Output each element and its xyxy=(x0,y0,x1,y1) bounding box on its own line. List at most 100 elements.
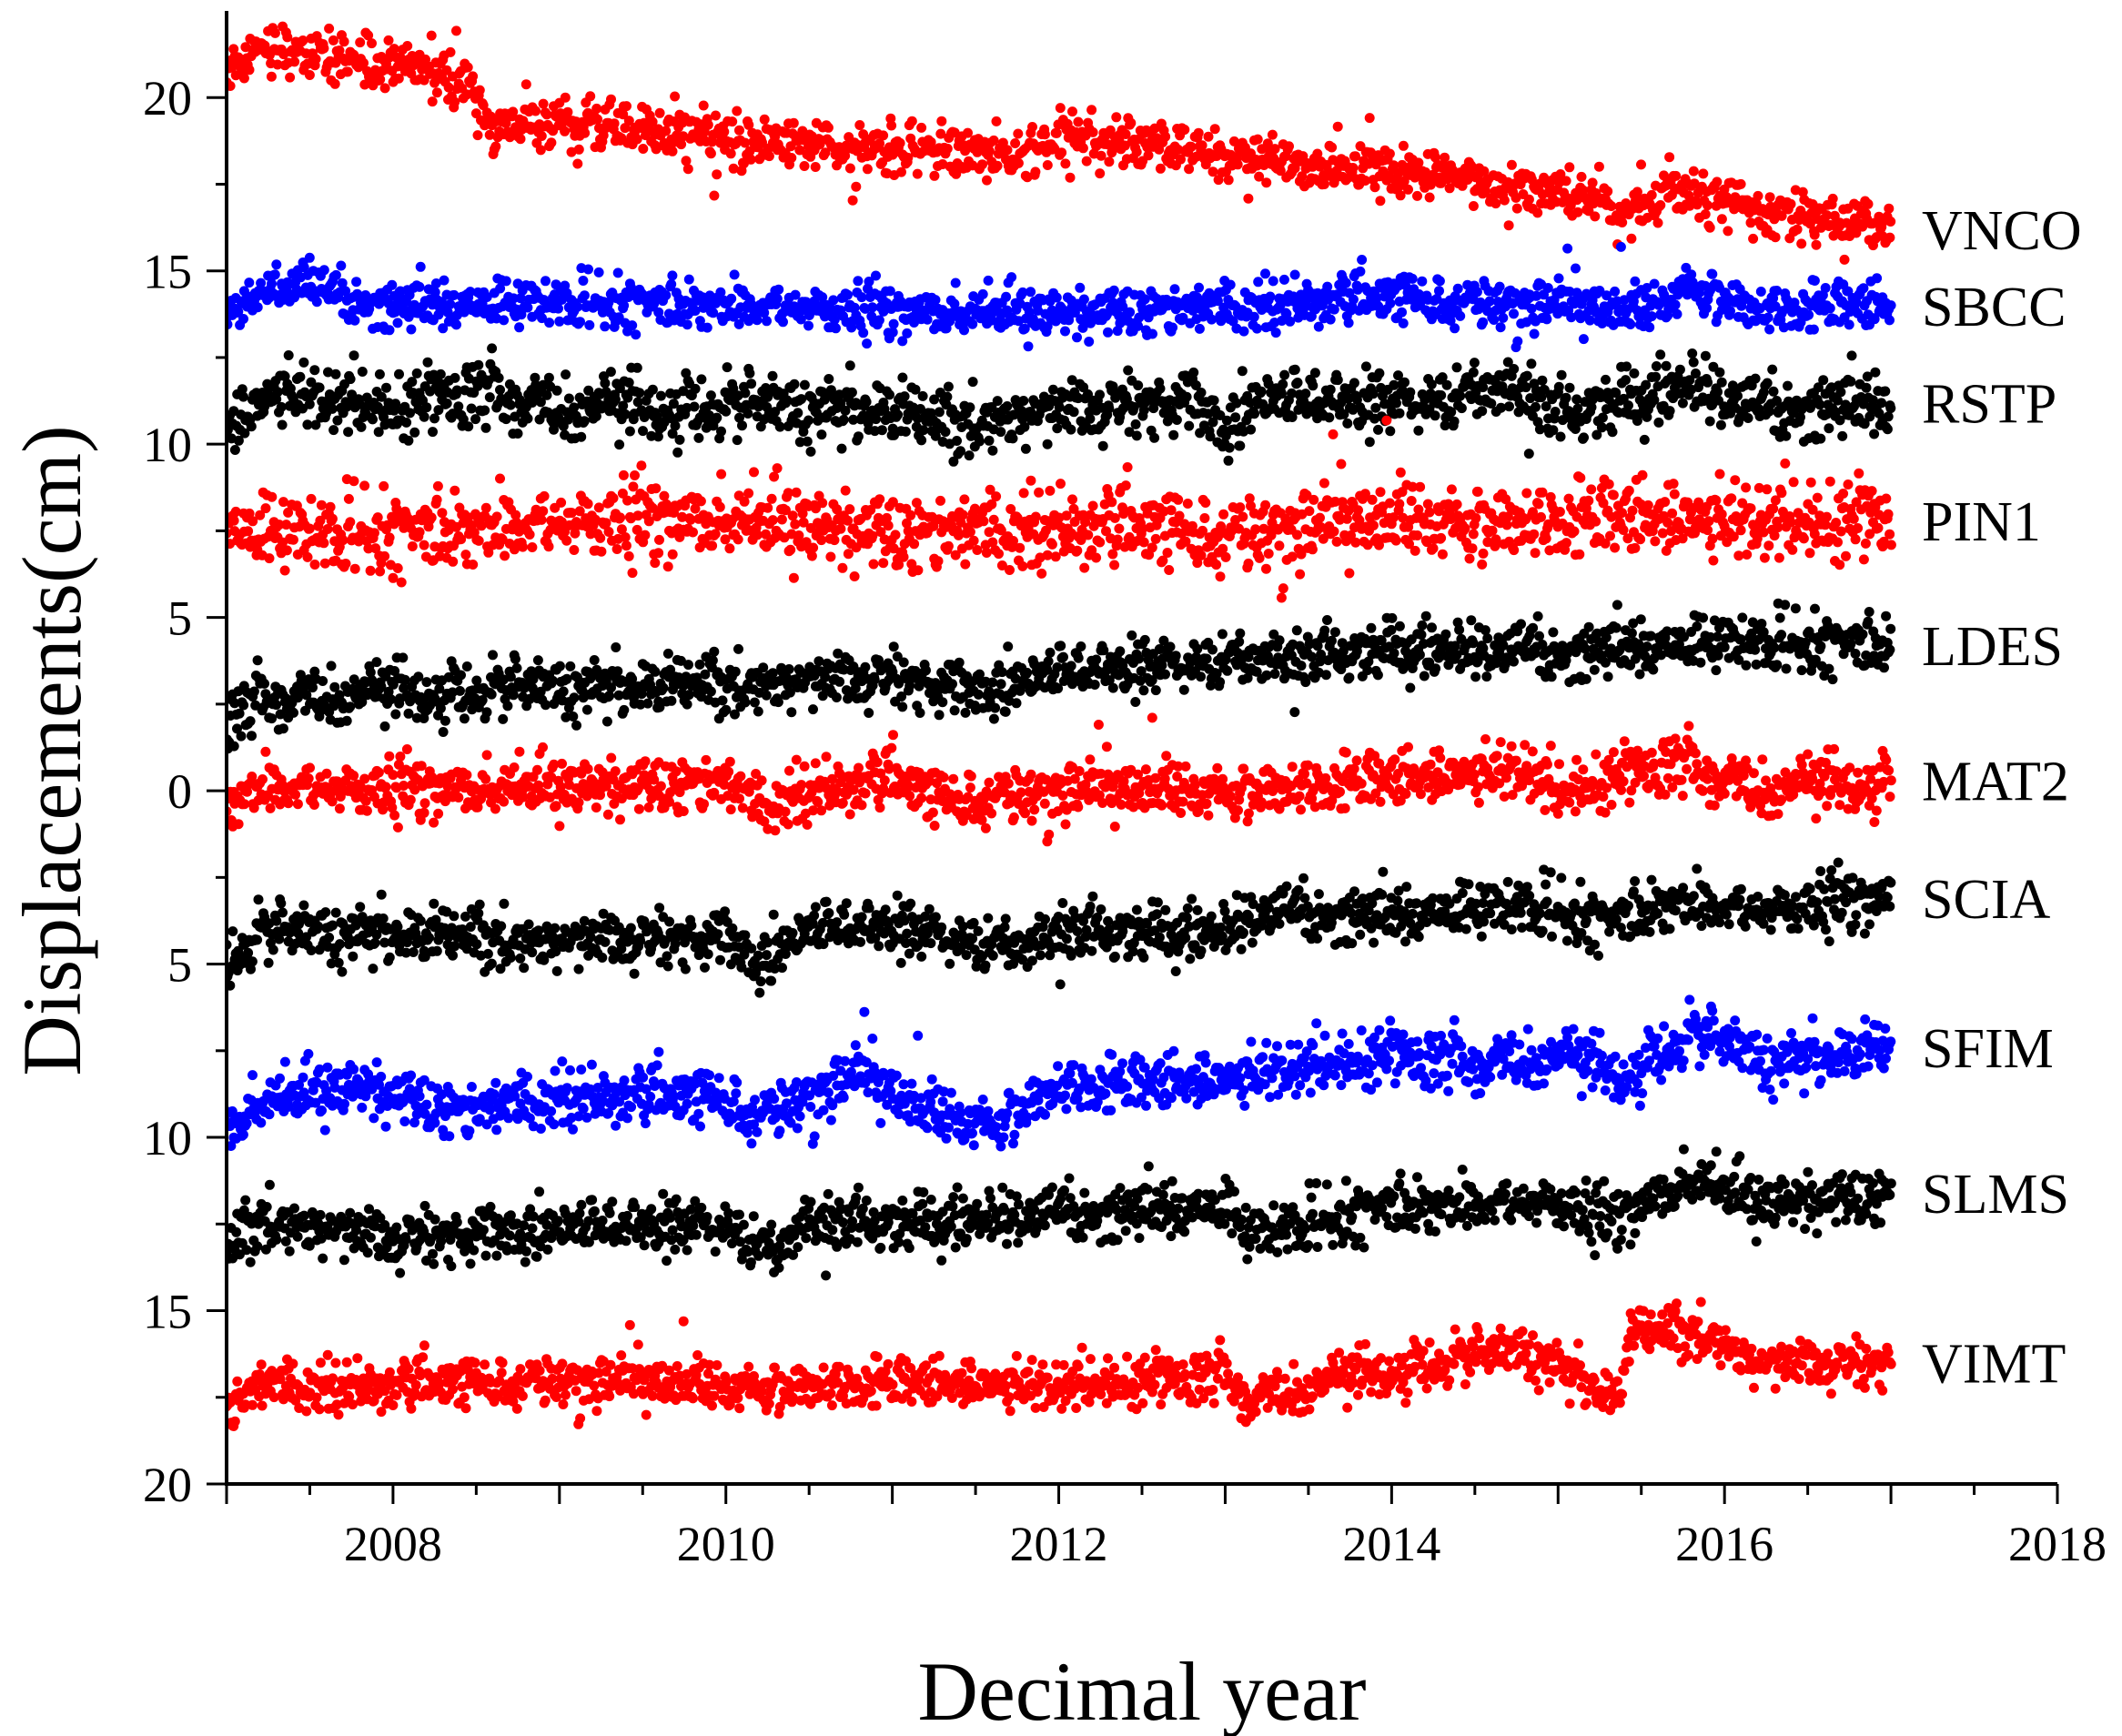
data-point xyxy=(1350,151,1360,162)
data-point xyxy=(329,78,340,89)
data-point xyxy=(1405,387,1416,398)
data-point xyxy=(844,360,855,371)
data-point xyxy=(1308,380,1319,391)
data-point xyxy=(1521,370,1532,381)
data-point xyxy=(1051,127,1062,138)
data-point xyxy=(342,66,353,77)
data-point xyxy=(1469,358,1480,368)
data-point xyxy=(862,338,873,349)
data-point xyxy=(1018,488,1029,499)
data-point xyxy=(902,328,913,338)
data-points xyxy=(225,21,1896,1431)
data-point xyxy=(328,425,339,436)
data-point xyxy=(766,493,777,504)
data-point xyxy=(606,94,616,105)
data-point xyxy=(1018,396,1029,406)
data-point xyxy=(419,540,429,550)
data-point xyxy=(1005,565,1015,575)
data-point xyxy=(965,402,975,413)
data-point xyxy=(272,59,283,70)
data-point xyxy=(708,308,719,318)
data-point xyxy=(940,427,951,438)
data-point xyxy=(1733,390,1743,401)
data-point xyxy=(414,281,425,292)
data-point xyxy=(1523,449,1534,459)
data-point xyxy=(1468,201,1479,211)
data-point xyxy=(1436,390,1447,400)
data-point xyxy=(572,301,583,312)
data-point xyxy=(512,429,523,439)
data-point xyxy=(256,278,267,288)
data-point xyxy=(1542,283,1553,293)
data-point xyxy=(1133,380,1144,391)
data-point xyxy=(823,122,834,133)
data-point xyxy=(831,323,841,334)
data-point xyxy=(1815,433,1826,444)
data-point xyxy=(840,485,851,496)
data-point xyxy=(349,476,359,487)
data-point xyxy=(1590,211,1601,222)
data-point xyxy=(1561,176,1571,187)
data-point xyxy=(638,144,649,154)
data-point xyxy=(1869,429,1880,439)
data-point xyxy=(277,419,288,430)
data-point xyxy=(1223,175,1234,186)
data-point xyxy=(776,514,787,525)
data-point xyxy=(1714,367,1725,378)
data-point xyxy=(788,572,799,583)
data-point xyxy=(319,558,330,569)
data-point xyxy=(419,411,429,422)
data-point xyxy=(384,325,395,336)
data-point xyxy=(903,152,914,163)
data-point xyxy=(1412,190,1422,201)
data-point xyxy=(470,414,481,425)
data-point xyxy=(763,151,774,162)
data-point xyxy=(662,561,673,572)
data-point xyxy=(500,118,511,128)
data-point xyxy=(621,101,632,112)
data-point xyxy=(1077,143,1088,154)
data-point xyxy=(1188,367,1199,378)
data-point xyxy=(650,558,661,569)
data-point xyxy=(661,290,672,300)
data-point xyxy=(1688,166,1699,177)
data-point xyxy=(426,512,437,523)
data-point xyxy=(690,383,701,394)
data-point xyxy=(465,287,476,298)
data-point xyxy=(1883,411,1894,422)
data-point xyxy=(233,307,244,318)
data-point xyxy=(1169,284,1180,295)
data-point xyxy=(725,148,736,159)
data-point xyxy=(427,96,438,107)
data-point xyxy=(871,270,881,281)
data-point xyxy=(1072,545,1083,556)
data-point xyxy=(825,551,836,562)
data-point xyxy=(667,270,678,281)
data-point xyxy=(1209,124,1220,135)
data-point xyxy=(1606,201,1617,211)
data-point xyxy=(1050,551,1061,562)
data-point xyxy=(803,415,814,426)
data-point xyxy=(279,565,290,576)
data-point xyxy=(632,362,642,373)
data-point xyxy=(544,318,555,328)
data-point xyxy=(1839,254,1850,265)
data-point xyxy=(572,158,583,169)
data-point xyxy=(676,139,687,150)
data-point xyxy=(304,399,315,409)
data-point xyxy=(359,79,370,90)
data-point xyxy=(955,446,965,457)
data-point xyxy=(1149,432,1160,443)
data-point xyxy=(1114,523,1125,534)
data-point xyxy=(450,96,460,107)
data-point xyxy=(359,480,370,491)
data-point xyxy=(810,162,821,172)
data-point xyxy=(917,390,928,401)
data-point xyxy=(238,73,249,84)
data-point xyxy=(851,181,862,192)
data-point xyxy=(345,374,356,385)
data-point xyxy=(816,535,827,546)
data-point xyxy=(824,374,834,384)
data-point xyxy=(1179,125,1190,135)
data-point xyxy=(1499,195,1510,206)
